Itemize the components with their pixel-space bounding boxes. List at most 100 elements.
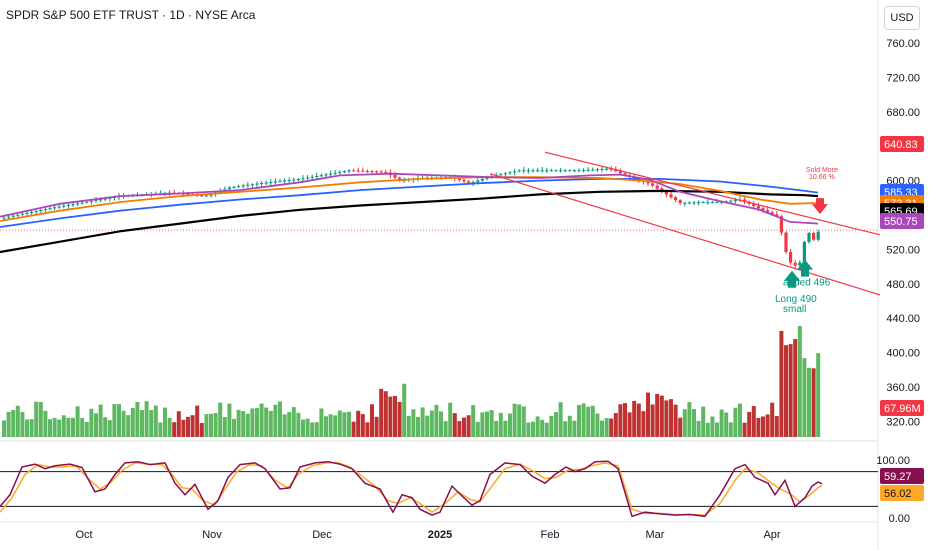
candle-body: [398, 177, 402, 181]
candle-body: [770, 212, 774, 215]
candle-body: [2, 217, 6, 219]
stochastic-oscillator: [0, 460, 878, 518]
candle-body: [255, 183, 259, 185]
volume-bar: [356, 410, 361, 437]
candle-body: [522, 170, 526, 172]
price-tag: 640.83: [884, 139, 918, 151]
volume-bar: [370, 404, 374, 437]
volume-bar: [360, 414, 365, 437]
volume-bar: [190, 415, 195, 437]
annotation-label: Sold More: [806, 167, 838, 174]
volume-bar: [655, 393, 660, 437]
volume-bar: [600, 420, 604, 437]
volume-bar: [554, 412, 558, 437]
time-label: Dec: [312, 529, 332, 541]
price-tick-label: 400.00: [886, 348, 920, 360]
candle-body: [733, 200, 737, 202]
volume-bar: [241, 411, 246, 437]
candle-body: [706, 202, 710, 204]
candle-body: [618, 171, 622, 174]
currency-button[interactable]: USD: [884, 6, 920, 30]
volume-bar: [659, 395, 664, 437]
candle-body: [513, 171, 517, 173]
volume-bar: [140, 410, 144, 437]
candle-body: [646, 181, 650, 184]
candle-body: [664, 191, 668, 195]
volume-bar: [788, 344, 793, 437]
moving-average-line: [0, 172, 819, 225]
time-label: Oct: [75, 529, 92, 541]
candle-body: [692, 202, 696, 204]
candle-body: [204, 195, 208, 197]
price-tag: 550.75: [884, 216, 918, 228]
volume-bar: [733, 407, 738, 437]
candle-body: [89, 200, 93, 202]
candle-body: [591, 169, 595, 171]
volume-bar: [558, 402, 563, 437]
candle-body: [572, 170, 576, 172]
last-value-labels: 640.83585.33573.31565.69550.7567.96M59.2…: [880, 136, 924, 501]
candle-body: [71, 204, 75, 206]
candle-body: [540, 170, 544, 172]
candle-body: [715, 202, 719, 204]
volume-bar: [397, 402, 402, 437]
volume-bar: [52, 417, 57, 437]
candle-body: [200, 195, 204, 197]
candle-body: [577, 170, 581, 172]
volume-bar: [618, 404, 623, 437]
volume-bar: [259, 403, 264, 437]
candle-body: [103, 198, 107, 200]
candle-body: [605, 168, 609, 170]
sell-arrow: [812, 198, 828, 215]
volume-bar: [811, 368, 816, 437]
volume-bar: [650, 404, 655, 437]
candle-body: [370, 171, 374, 173]
volume-bar: [641, 411, 646, 437]
volume-bar: [586, 406, 591, 437]
volume-bar: [2, 420, 6, 437]
volume-bar: [784, 345, 788, 437]
volume-bar: [793, 339, 798, 437]
volume-bar: [452, 413, 457, 437]
candle-body: [43, 209, 47, 211]
price-tag: 67.96M: [884, 403, 921, 415]
candle-body: [743, 199, 747, 202]
volume-bar: [305, 418, 310, 437]
candle-body: [25, 212, 29, 214]
volume-bar: [623, 403, 627, 437]
volume-bar: [218, 402, 223, 437]
candle-body: [273, 181, 277, 183]
volume-bar: [429, 410, 434, 437]
volume-bar: [567, 415, 572, 437]
volume-bar: [6, 411, 11, 437]
volume-bar: [126, 415, 131, 437]
candle-body: [779, 216, 783, 233]
volume-bar: [383, 391, 388, 437]
volume-bar: [646, 392, 650, 437]
moving-average-line: [0, 178, 819, 228]
volume-bar: [797, 326, 802, 437]
volume-bar: [278, 401, 282, 437]
candle-body: [798, 262, 802, 266]
volume-bar: [420, 407, 425, 437]
candle-body: [752, 203, 756, 207]
candle-body: [595, 169, 599, 171]
volume-bar: [770, 402, 775, 437]
volume-bar: [535, 416, 540, 437]
volume-bar: [222, 417, 227, 437]
candle-body: [545, 170, 549, 172]
volume-bar: [153, 405, 158, 437]
volume-bar: [549, 415, 554, 437]
osc-d-tag: 56.02: [884, 488, 912, 500]
volume-bar: [314, 422, 319, 437]
candle-body: [48, 208, 52, 210]
volume-bar: [563, 421, 568, 437]
volume-bar: [255, 408, 259, 437]
volume-bar: [195, 405, 200, 437]
volume-bar: [462, 417, 466, 437]
candle-body: [39, 210, 43, 212]
volume-bar: [751, 406, 756, 437]
annotation-label: Long 490: [775, 294, 817, 305]
